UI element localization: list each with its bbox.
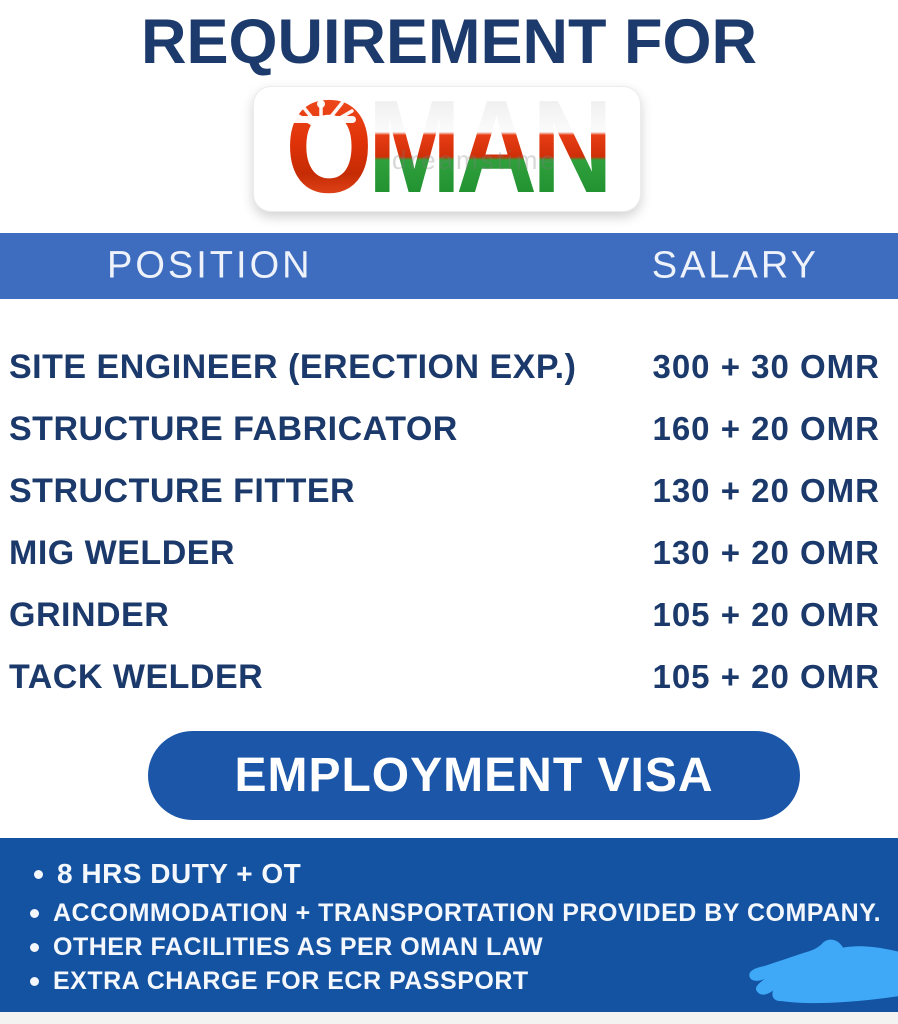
logo-letters-man: MAN	[367, 72, 613, 220]
salary-cell: 300 + 30 OMR	[652, 348, 880, 385]
table-row: TACK WELDER 105 + 20 OMR	[0, 646, 898, 708]
job-table: SITE ENGINEER (ERECTION EXP.) 300 + 30 O…	[0, 336, 898, 708]
oman-flag-logo: O MAN dreamstime	[253, 72, 641, 220]
benefit-item: OTHER FACILITIES AS PER OMAN LAW	[30, 933, 898, 962]
salary-cell: 130 + 20 OMR	[652, 472, 880, 509]
oman-logo-letters: O MAN	[286, 72, 613, 220]
table-row: MIG WELDER 130 + 20 OMR	[0, 522, 898, 584]
salary-cell: 130 + 20 OMR	[652, 534, 880, 571]
table-row: SITE ENGINEER (ERECTION EXP.) 300 + 30 O…	[0, 336, 898, 398]
table-header-bar: POSITION SALARY	[0, 233, 898, 299]
benefit-text: ACCOMMODATION + TRANSPORTATION PROVIDED …	[53, 899, 882, 927]
bullet-dot-icon	[30, 943, 39, 952]
bottom-strip	[0, 1012, 898, 1024]
table-row: GRINDER 105 + 20 OMR	[0, 584, 898, 646]
oman-khanjar-emblem-icon	[286, 97, 356, 131]
column-header-salary: SALARY	[651, 244, 819, 287]
table-row: STRUCTURE FABRICATOR 160 + 20 OMR	[0, 398, 898, 460]
column-header-position: POSITION	[107, 244, 313, 287]
salary-cell: 105 + 20 OMR	[652, 596, 880, 633]
position-cell: STRUCTURE FITTER	[9, 471, 356, 510]
benefit-item: 8 HRS DUTY + OT	[30, 858, 898, 890]
benefit-text: OTHER FACILITIES AS PER OMAN LAW	[53, 933, 544, 961]
bullet-dot-icon	[34, 869, 43, 879]
position-cell: TACK WELDER	[9, 657, 264, 696]
bullet-dot-icon	[30, 909, 39, 918]
benefit-text: EXTRA CHARGE FOR ECR PASSPORT	[53, 967, 529, 995]
benefit-item: ACCOMMODATION + TRANSPORTATION PROVIDED …	[30, 899, 898, 928]
salary-cell: 160 + 20 OMR	[652, 410, 880, 447]
position-cell: MIG WELDER	[9, 533, 235, 572]
hand-swipe-icon	[749, 939, 898, 1004]
position-cell: SITE ENGINEER (ERECTION EXP.)	[9, 347, 577, 386]
table-row: STRUCTURE FITTER 130 + 20 OMR	[0, 460, 898, 522]
benefits-panel: 8 HRS DUTY + OT ACCOMMODATION + TRANSPOR…	[0, 838, 898, 1012]
employment-visa-badge: EMPLOYMENT VISA	[148, 731, 800, 820]
position-cell: STRUCTURE FABRICATOR	[9, 409, 458, 448]
benefit-text: 8 HRS DUTY + OT	[57, 858, 302, 889]
position-cell: GRINDER	[9, 595, 170, 634]
benefit-item: EXTRA CHARGE FOR ECR PASSPORT	[30, 967, 898, 996]
bullet-dot-icon	[30, 977, 39, 986]
page-title: REQUIREMENT FOR	[140, 7, 757, 77]
salary-cell: 105 + 20 OMR	[652, 658, 880, 695]
stock-watermark: dreamstime	[392, 145, 558, 175]
